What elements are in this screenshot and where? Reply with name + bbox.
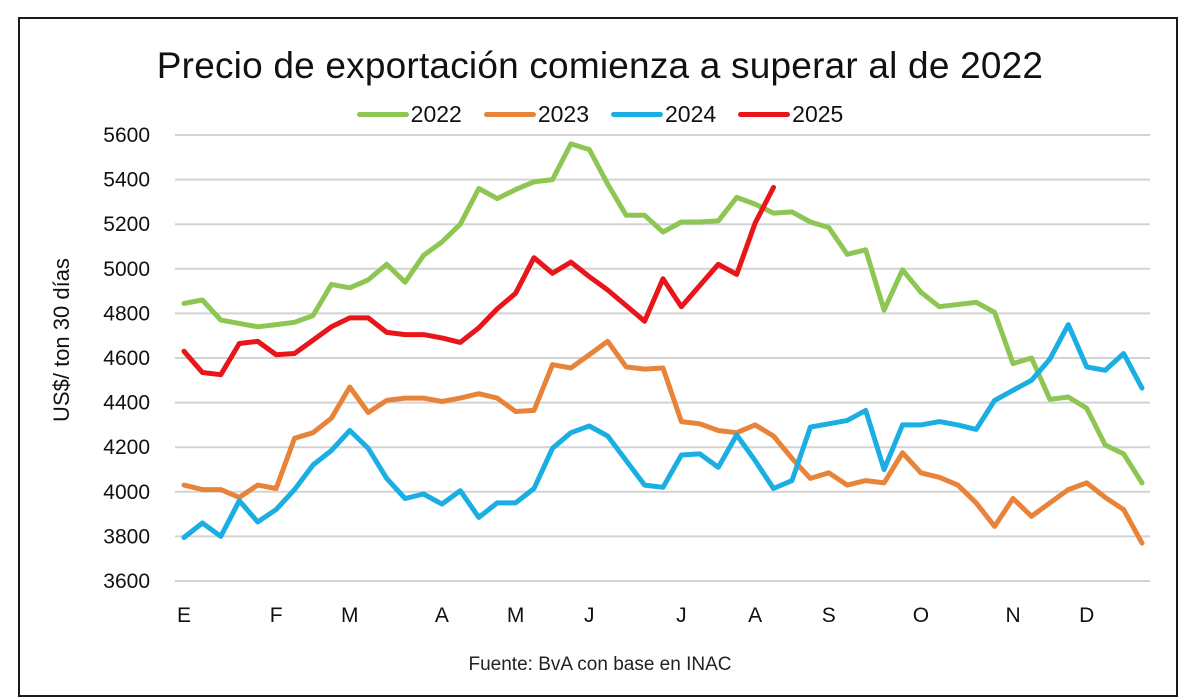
y-tick-label: 5600 <box>103 124 150 147</box>
legend-swatch-2023 <box>483 112 536 117</box>
legend-item-2024: 2024 <box>611 101 716 128</box>
y-tick-label: 4000 <box>103 481 150 504</box>
gridlines <box>175 134 1150 582</box>
legend-item-2025: 2025 <box>738 101 843 128</box>
y-tick-label: 5400 <box>103 169 150 192</box>
x-tick-label: A <box>748 604 762 627</box>
x-tick-label: M <box>341 604 359 627</box>
x-tick-label: D <box>1079 604 1094 627</box>
y-tick-label: 3600 <box>103 570 150 593</box>
x-tick-label: S <box>822 604 836 627</box>
y-tick-label: 5200 <box>103 213 150 236</box>
legend-label-2022: 2022 <box>410 101 462 127</box>
source-note: Fuente: BvA con base en INAC <box>468 654 732 675</box>
series-line-2025 <box>181 184 776 378</box>
x-tick-label: M <box>507 604 525 627</box>
series-line-2023 <box>181 338 1145 546</box>
legend-label-2023: 2023 <box>537 101 589 127</box>
legend-item-2022: 2022 <box>356 101 462 128</box>
chart-legend: 2022 2023 2024 2025 <box>0 101 1200 128</box>
series-line-2024 <box>181 322 1145 540</box>
legend-swatch-2024 <box>611 112 663 117</box>
series-lines <box>181 141 1145 546</box>
legend-label-2025: 2025 <box>792 101 844 127</box>
legend-item-2023: 2023 <box>483 101 589 128</box>
y-tick-label: 3800 <box>103 525 150 548</box>
x-tick-label: F <box>270 604 283 627</box>
line-chart: 5600 5400 5200 5000 4800 4600 4400 4200 4000 3800… <box>103 124 1150 627</box>
legend-swatch-2025 <box>738 112 791 117</box>
x-tick-label: N <box>1005 604 1020 627</box>
y-tick-label: 4800 <box>103 302 150 325</box>
y-tick-label: 4600 <box>103 347 150 370</box>
legend-label-2024: 2024 <box>665 101 717 127</box>
x-tick-label: O <box>913 604 929 627</box>
y-tick-labels: 5600 5400 5200 5000 4800 4600 4400 4200 4000 3800… <box>103 124 150 593</box>
chart-title: Precio de exportación comienza a superar… <box>156 45 1044 86</box>
y-tick-label: 4200 <box>103 436 150 459</box>
y-tick-label: 4400 <box>103 392 150 415</box>
series-line-2022 <box>181 141 1145 486</box>
legend-swatch-2022 <box>356 112 409 117</box>
x-tick-label: J <box>584 604 595 627</box>
x-tick-label: A <box>435 604 449 627</box>
y-tick-label: 5000 <box>103 258 150 281</box>
x-tick-label: E <box>177 604 191 627</box>
x-tick-label: J <box>676 604 687 627</box>
